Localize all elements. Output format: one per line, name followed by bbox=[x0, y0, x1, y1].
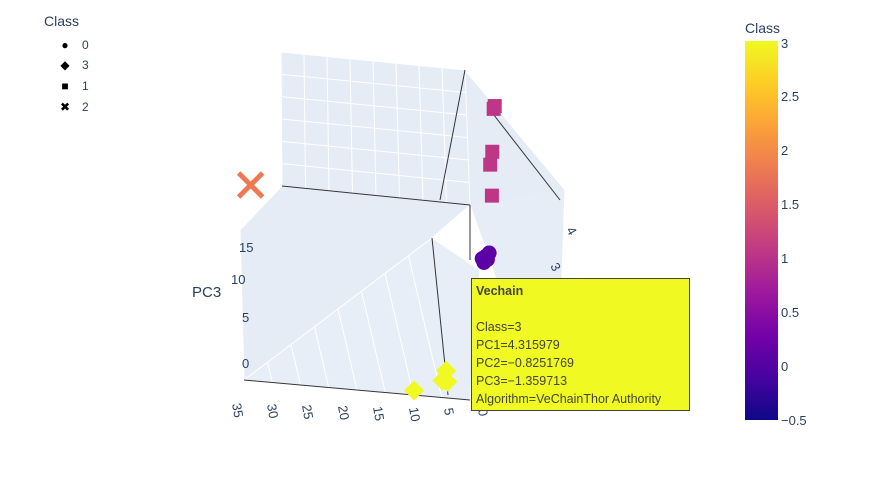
colorbar-tick: 0.5 bbox=[781, 305, 800, 320]
hover-name: Vechain bbox=[476, 284, 524, 298]
axis-lines bbox=[243, 69, 561, 401]
y-tick-label: 4 bbox=[563, 224, 580, 238]
colorbar-tick: 2 bbox=[781, 143, 789, 158]
hover-line: Algorithm=VeChainThor Authority bbox=[476, 392, 662, 406]
diamond-icon: ◆ bbox=[60, 58, 70, 72]
x-tick-label: 0 bbox=[475, 408, 491, 418]
colorbar-tick: −0.5 bbox=[781, 413, 807, 428]
z-tick-label: 15 bbox=[239, 240, 253, 255]
colorbar-title: Class bbox=[745, 20, 781, 36]
data-point-class-0[interactable] bbox=[476, 254, 492, 270]
legend-item-label: 1 bbox=[82, 79, 89, 93]
colorbar-tick: 3 bbox=[781, 36, 789, 51]
legend-item-1[interactable]: ■ 1 bbox=[58, 78, 89, 94]
hover-line: PC3=−1.359713 bbox=[476, 374, 568, 388]
z-tick-label: 5 bbox=[242, 310, 249, 325]
x-icon: ✖ bbox=[59, 100, 71, 114]
data-point-class-1[interactable] bbox=[485, 144, 500, 159]
colorbar-tick: 1 bbox=[781, 251, 789, 266]
legend-item-label: 0 bbox=[82, 38, 89, 52]
hover-line: Class=3 bbox=[476, 320, 522, 334]
legend-item-label: 2 bbox=[82, 100, 89, 114]
data-point-class-1[interactable] bbox=[484, 188, 499, 203]
legend-item-2[interactable]: ✖ 2 bbox=[58, 99, 89, 115]
x-tick-label: 10 bbox=[406, 406, 423, 423]
x-tick-label: 35 bbox=[229, 402, 246, 419]
data-point-class-1[interactable] bbox=[487, 99, 502, 114]
legend-item-label: 3 bbox=[82, 58, 89, 72]
x-tick-label: 15 bbox=[370, 405, 387, 422]
z-axis-title: PC3 bbox=[192, 284, 222, 301]
square-icon: ■ bbox=[61, 79, 69, 93]
z-tick-label: 10 bbox=[231, 272, 245, 287]
data-point-class-3[interactable] bbox=[404, 380, 425, 401]
grid-lines bbox=[267, 54, 470, 398]
x-tick-label: 25 bbox=[299, 404, 316, 421]
x-tick-label: 5 bbox=[441, 407, 457, 417]
data-point-class-2[interactable] bbox=[236, 171, 265, 199]
colorbar-tick: 1.5 bbox=[781, 197, 800, 212]
data-point-class-1[interactable] bbox=[483, 157, 498, 172]
x-tick-label: 20 bbox=[335, 404, 352, 421]
data-point-class-3[interactable] bbox=[432, 370, 453, 391]
hover-line: PC1=4.315979 bbox=[476, 338, 560, 352]
colorbar-tick: 0 bbox=[781, 359, 789, 374]
circle-icon: ● bbox=[61, 38, 69, 52]
hover-line: PC2=−0.8251769 bbox=[476, 356, 575, 370]
hover-tooltip: Vechain Class=3 PC1=4.315979 PC2=−0.8251… bbox=[471, 278, 690, 411]
colorbar bbox=[745, 41, 778, 420]
colorbar-tick: 2.5 bbox=[781, 89, 800, 104]
legend-item-3[interactable]: ◆ 3 bbox=[58, 57, 89, 73]
x-tick-label: 30 bbox=[264, 403, 281, 420]
legend-title: Class bbox=[44, 13, 80, 29]
legend-item-0[interactable]: ● 0 bbox=[58, 37, 89, 53]
z-tick-label: 0 bbox=[242, 356, 249, 371]
data-marks bbox=[236, 99, 502, 401]
